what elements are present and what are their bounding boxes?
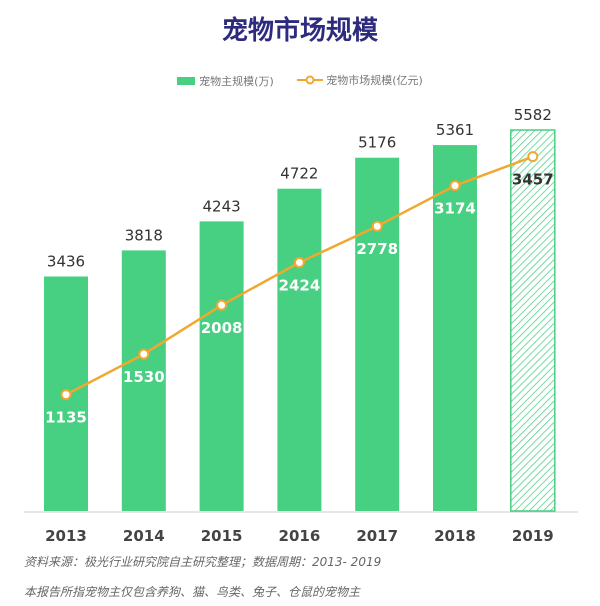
line-value-label: 3457 [512, 171, 554, 189]
line-value-label: 1530 [123, 368, 165, 386]
x-tick-label: 2016 [279, 527, 321, 545]
line-value-label: 2008 [201, 319, 243, 337]
legend: 宠物主规模(万) 宠物市场规模(亿元) [0, 72, 600, 89]
bar-value-label: 5361 [436, 121, 474, 139]
x-tick-label: 2013 [45, 527, 87, 545]
bar [277, 188, 322, 511]
bar [199, 221, 244, 511]
scope-note: 本报告所指宠物主仅包含养狗、猫、鸟类、兔子、仓鼠的宠物主 [24, 585, 361, 599]
bar-value-label: 5176 [358, 134, 396, 152]
x-tick-label: 2018 [434, 527, 476, 545]
source-note: 资料来源：极光行业研究院自主研究整理；数据周期：2013- 2019 [24, 555, 382, 569]
chart-title: 宠物市场规模 [221, 16, 378, 46]
line-value-label: 2778 [356, 240, 398, 258]
bar [433, 145, 477, 511]
line-point [527, 151, 539, 163]
bar [355, 157, 400, 511]
line-value-label: 1135 [45, 409, 87, 427]
legend-item-bar: 宠物主规模(万) [177, 73, 274, 89]
bar-value-label: 3436 [47, 252, 85, 270]
bar-value-label: 4722 [280, 165, 318, 183]
line-point [293, 257, 305, 269]
bar [510, 129, 556, 512]
legend-item-line: 宠物市场规模(亿元) [297, 72, 423, 88]
x-tick-label: 2017 [356, 527, 398, 545]
line-point [138, 348, 150, 360]
legend-label: 宠物主规模(万) [199, 75, 274, 88]
bar-value-label: 3818 [125, 226, 163, 244]
bar [121, 250, 166, 511]
line-point [449, 180, 461, 192]
line-value-label: 3174 [434, 200, 476, 218]
line-point [216, 299, 228, 311]
line-point [371, 220, 383, 232]
legend-bar-swatch [177, 77, 196, 85]
line-value-label: 2424 [279, 277, 321, 295]
bar-value-label: 5582 [514, 106, 552, 124]
line-point [60, 389, 72, 401]
x-tick-label: 2014 [123, 527, 165, 545]
x-tick-label: 2019 [512, 527, 554, 545]
bar-value-label: 4243 [203, 197, 241, 215]
x-tick-label: 2015 [201, 527, 243, 545]
legend-line-swatch [297, 75, 324, 85]
legend-label: 宠物市场规模(亿元) [326, 74, 423, 87]
